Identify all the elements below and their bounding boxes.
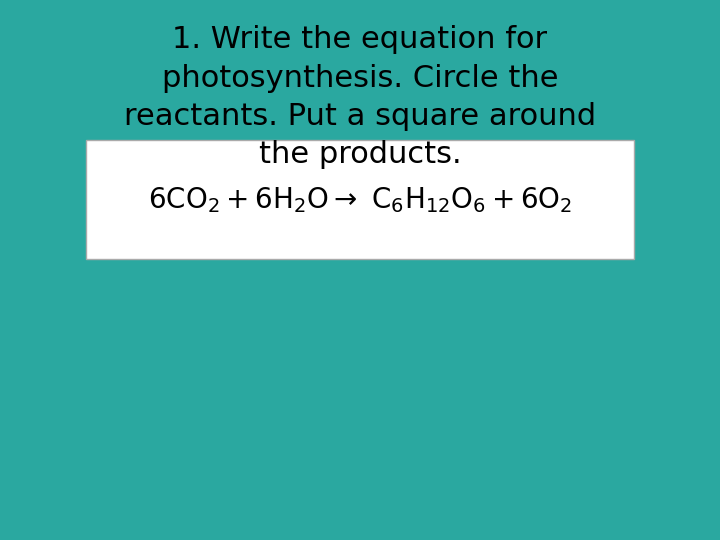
Text: $\mathregular{6CO_2 + 6H_2O \rightarrow\ C_6H_{12}O_6 + 6O_2}$: $\mathregular{6CO_2 + 6H_2O \rightarrow\… bbox=[148, 185, 572, 215]
FancyBboxPatch shape bbox=[86, 140, 634, 259]
Text: 1. Write the equation for
photosynthesis. Circle the
reactants. Put a square aro: 1. Write the equation for photosynthesis… bbox=[124, 25, 596, 169]
